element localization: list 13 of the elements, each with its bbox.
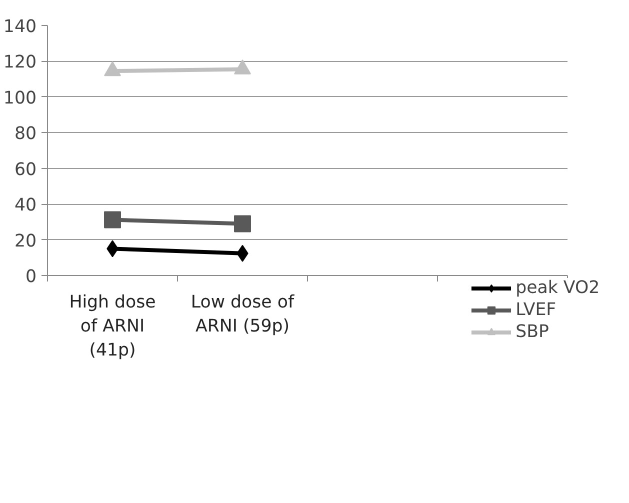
y-tick-label: 120 bbox=[3, 52, 37, 73]
x-tick-label: Low dose of ARNI (59p) bbox=[190, 292, 295, 336]
legend-label: SBP bbox=[516, 322, 549, 342]
y-tick-label: 140 bbox=[3, 17, 37, 37]
legend-label: LVEF bbox=[516, 300, 556, 320]
y-tick-label: 80 bbox=[14, 124, 37, 144]
legend-label: peak VO2 bbox=[516, 278, 600, 298]
y-tick-label: 60 bbox=[14, 160, 37, 180]
y-tick-label: 0 bbox=[25, 267, 37, 287]
x-tick-label: High dose of ARNI (41p) bbox=[69, 292, 156, 360]
y-tick-label: 20 bbox=[14, 231, 37, 252]
y-tick-label: 40 bbox=[14, 196, 37, 216]
y-tick-label: 100 bbox=[3, 88, 37, 108]
